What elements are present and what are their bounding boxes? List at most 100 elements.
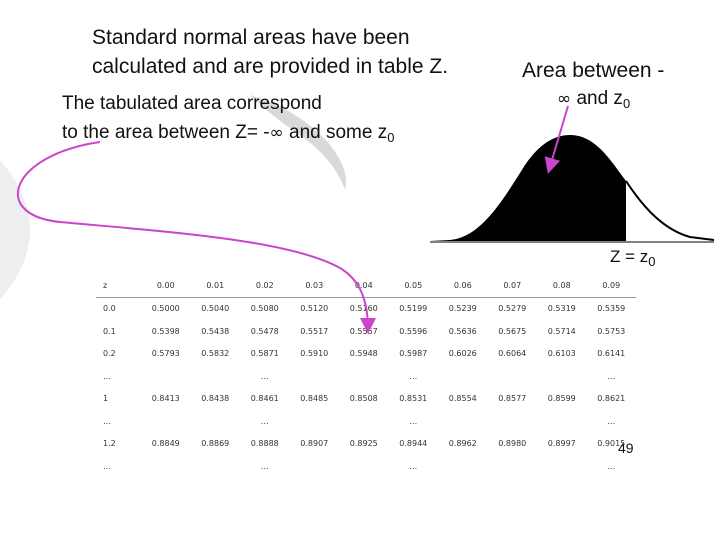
z-label-prefix: Z = z <box>610 247 649 266</box>
table-cell: 0.8962 <box>448 439 477 449</box>
table-cell: 0.5832 <box>201 349 230 359</box>
table-cell: 0.5793 <box>151 349 180 359</box>
table-cell: 0.6103 <box>547 349 576 359</box>
row-z-value: 0.1 <box>103 326 116 336</box>
table-header-cell: 0.00 <box>141 274 191 298</box>
table-cell: 0.6026 <box>448 349 477 359</box>
table-header-cell: 0.05 <box>388 274 438 298</box>
swoosh-shape <box>250 95 346 190</box>
table-header-cell: z <box>96 274 141 298</box>
table-cell: 0.8888 <box>250 439 279 449</box>
table-row: 0.0 0.5000 0.5040 0.5080 0.5120 0.5160 0.5199 0… <box>96 297 636 320</box>
z-table: z 0.00 0.01 0.02 0.03 0.04 0.05 0.06 0.0… <box>96 274 636 478</box>
table-cell: 0.5080 <box>250 304 279 314</box>
table-cell: 0.9015 <box>597 439 626 449</box>
z-label-subscript: 0 <box>648 254 656 269</box>
table-cell: 0.5438 <box>201 326 230 336</box>
table-cell: … <box>260 461 269 471</box>
table-cell: 0.5040 <box>201 304 230 314</box>
table-cell: 0.5910 <box>300 349 329 359</box>
annotation-line-2: ∞ and z0 <box>557 84 630 118</box>
table-cell: … <box>409 371 418 381</box>
table-cell: 0.5596 <box>399 326 428 336</box>
table-cell: 0.8508 <box>349 394 378 404</box>
table-header-cell: 0.01 <box>190 274 240 298</box>
row-z-value: … <box>103 371 111 381</box>
table-cell: 0.5000 <box>151 304 180 314</box>
table-cell: 0.8599 <box>547 394 576 404</box>
table-cell: … <box>409 416 418 426</box>
row-z-value: 0.2 <box>103 349 116 359</box>
table-header-cell: 0.06 <box>438 274 488 298</box>
curve-tail <box>625 180 714 241</box>
table-cell: 0.8621 <box>597 394 626 404</box>
table-cell: 0.8907 <box>300 439 329 449</box>
title-line-1: Standard normal areas have been <box>92 26 410 49</box>
table-cell: 0.8997 <box>547 439 576 449</box>
table-cell: 0.5199 <box>399 304 428 314</box>
explanation-line-2: to the area between Z= -∞ and some z0 <box>62 118 394 152</box>
normal-curve-figure <box>430 125 714 243</box>
table-cell: … <box>409 461 418 471</box>
table-cell: 0.6141 <box>597 349 626 359</box>
table-body: 0.0 0.5000 0.5040 0.5080 0.5120 0.5160 0.5199 0… <box>96 297 636 478</box>
table-cell: … <box>607 461 616 471</box>
table-cell: 0.8944 <box>399 439 428 449</box>
table-cell: … <box>607 371 616 381</box>
explanation-line-1: The tabulated area correspond <box>62 93 322 114</box>
table-cell: … <box>260 371 269 381</box>
infinity-symbol: ∞ <box>269 123 284 143</box>
explanation-mid: and some z <box>283 122 388 143</box>
z-equals-label: Z = z0 <box>610 247 656 269</box>
table-cell: 0.5753 <box>597 326 626 336</box>
table-cell: 0.5160 <box>349 304 378 314</box>
table-cell: 0.5948 <box>349 349 378 359</box>
table-cell: 0.5398 <box>151 326 180 336</box>
table-cell: 0.5120 <box>300 304 329 314</box>
table-cell: 0.8980 <box>498 439 527 449</box>
row-z-value: 1.2 <box>103 439 116 449</box>
table-cell: 0.5478 <box>250 326 279 336</box>
table-cell: 0.5517 <box>300 326 329 336</box>
table-cell: 0.8461 <box>250 394 279 404</box>
table-row: 0.2 0.5793 0.5832 0.5871 0.5910 0.5948 0.5987 0… <box>96 343 636 366</box>
table-header-cell: 0.08 <box>537 274 587 298</box>
annotation-infinity: ∞ <box>557 89 572 109</box>
explanation-subscript: 0 <box>387 130 395 145</box>
table-header-cell: 0.03 <box>289 274 339 298</box>
swoosh-shape-2 <box>0 160 30 300</box>
annotation-subscript: 0 <box>622 96 631 111</box>
table-cell: 0.5239 <box>448 304 477 314</box>
table-cell: 0.8554 <box>448 394 477 404</box>
table-header-cell: 0.07 <box>487 274 537 298</box>
title-line-2: calculated and are provided in table Z. <box>92 55 449 78</box>
table-cell: … <box>607 416 616 426</box>
page-number: 49 <box>618 440 634 456</box>
row-z-value: … <box>103 461 111 471</box>
table-cell: 0.8438 <box>201 394 230 404</box>
table-row: 1.2 0.8849 0.8869 0.8888 0.8907 0.8925 0.8944 0… <box>96 433 636 456</box>
table-cell: 0.5987 <box>399 349 428 359</box>
table-cell: 0.8485 <box>300 394 329 404</box>
table-cell: 0.6064 <box>498 349 527 359</box>
table-row: … … … … <box>96 455 636 478</box>
table-cell: 0.8577 <box>498 394 527 404</box>
table-cell: 0.8849 <box>151 439 180 449</box>
table-cell: 0.8869 <box>201 439 230 449</box>
table-cell: 0.5319 <box>547 304 576 314</box>
table-cell: 0.5359 <box>597 304 626 314</box>
table-cell: 0.8925 <box>349 439 378 449</box>
table-row: … … … … <box>96 365 636 388</box>
table-cell: … <box>260 416 269 426</box>
shaded-area <box>430 135 626 241</box>
arrow-to-curve <box>544 105 569 174</box>
annotation-mid: and z <box>571 88 623 109</box>
table-cell: 0.5279 <box>498 304 527 314</box>
row-z-value: 1 <box>103 394 109 404</box>
row-z-value: 0.0 <box>103 304 116 314</box>
explanation-prefix: to the area between Z= - <box>62 122 270 143</box>
arrow-to-table <box>16 141 376 334</box>
table-cell: 0.8531 <box>399 394 428 404</box>
table-cell: 0.5714 <box>547 326 576 336</box>
